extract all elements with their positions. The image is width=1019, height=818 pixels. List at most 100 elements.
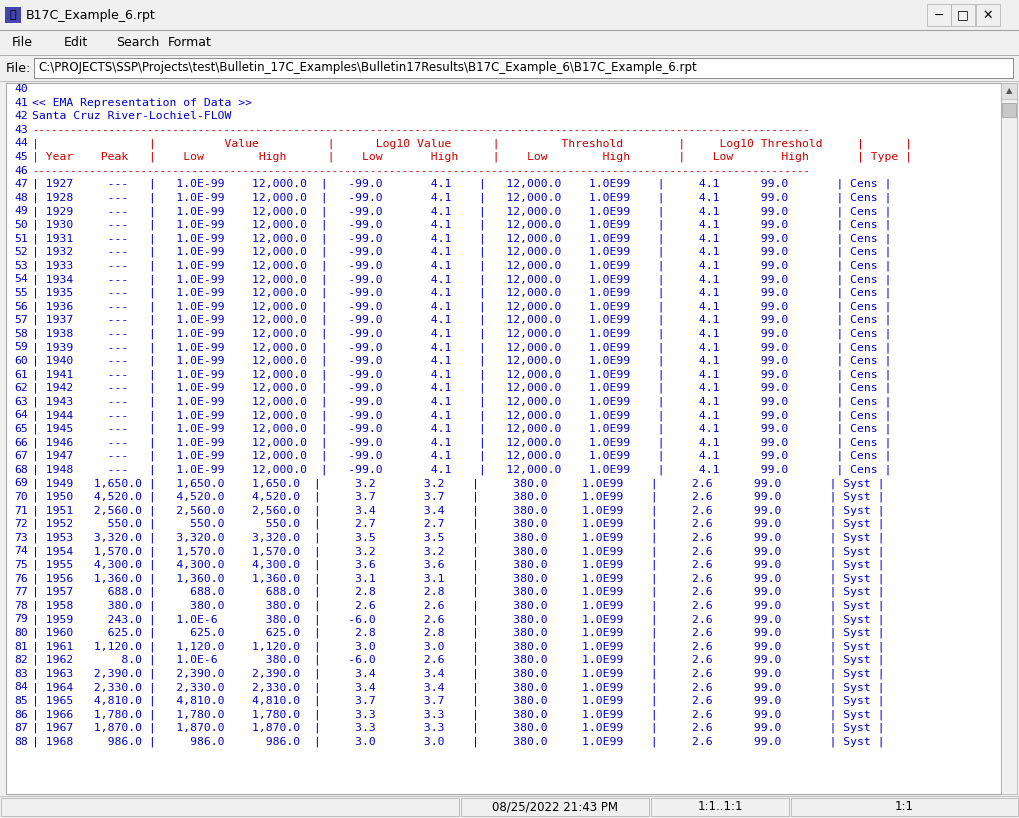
Text: | 1929     ---   |   1.0E-99    12,000.0  |   -99.0       4.1    |   12,000.0   : | 1929 --- | 1.0E-99 12,000.0 | -99.0 4.… xyxy=(32,206,892,217)
Text: 70: 70 xyxy=(14,492,28,502)
Text: File:: File: xyxy=(6,61,32,74)
Text: Format: Format xyxy=(168,36,212,49)
Text: 83: 83 xyxy=(14,669,28,679)
Text: Santa Cruz River-Lochiel-FLOW: Santa Cruz River-Lochiel-FLOW xyxy=(32,111,231,121)
Text: | 1936     ---   |   1.0E-99    12,000.0  |   -99.0       4.1    |   12,000.0   : | 1936 --- | 1.0E-99 12,000.0 | -99.0 4.… xyxy=(32,301,892,312)
Bar xyxy=(34,58,1013,78)
Text: 78: 78 xyxy=(14,600,28,611)
Text: | 1938     ---   |   1.0E-99    12,000.0  |   -99.0       4.1    |   12,000.0   : | 1938 --- | 1.0E-99 12,000.0 | -99.0 4.… xyxy=(32,329,892,339)
Text: | 1959     243.0 |   1.0E-6       380.0  |    -6.0       2.6    |     380.0     : | 1959 243.0 | 1.0E-6 380.0 | -6.0 2.6 |… xyxy=(32,614,884,625)
Text: | 1955   4,300.0 |   4,300.0    4,300.0  |     3.6       3.6    |     380.0     : | 1955 4,300.0 | 4,300.0 4,300.0 | 3.6 3… xyxy=(32,560,884,570)
Text: --------------------------------------------------------------------------------: ----------------------------------------… xyxy=(32,125,810,135)
Text: | 1943     ---   |   1.0E-99    12,000.0  |   -99.0       4.1    |   12,000.0   : | 1943 --- | 1.0E-99 12,000.0 | -99.0 4.… xyxy=(32,397,892,407)
Text: 61: 61 xyxy=(14,370,28,380)
Text: 60: 60 xyxy=(14,356,28,366)
Text: 73: 73 xyxy=(14,533,28,543)
Bar xyxy=(0,30,1019,55)
Text: | Year    Peak   |    Low        High      |    Low       High     |    Low     : | Year Peak | Low High | Low High | Low xyxy=(32,152,912,162)
Text: | 1931     ---   |   1.0E-99    12,000.0  |   -99.0       4.1    |   12,000.0   : | 1931 --- | 1.0E-99 12,000.0 | -99.0 4.… xyxy=(32,233,892,244)
Text: 48: 48 xyxy=(14,193,28,203)
Bar xyxy=(0,796,1019,818)
Text: | 1933     ---   |   1.0E-99    12,000.0  |   -99.0       4.1    |   12,000.0   : | 1933 --- | 1.0E-99 12,000.0 | -99.0 4.… xyxy=(32,261,892,271)
Text: | 1932     ---   |   1.0E-99    12,000.0  |   -99.0       4.1    |   12,000.0   : | 1932 --- | 1.0E-99 12,000.0 | -99.0 4.… xyxy=(32,247,892,258)
Text: | 1960     625.0 |     625.0      625.0  |     2.8       2.8    |     380.0     : | 1960 625.0 | 625.0 625.0 | 2.8 2.8 | 3… xyxy=(32,627,884,638)
Text: | 1927     ---   |   1.0E-99    12,000.0  |   -99.0       4.1    |   12,000.0   : | 1927 --- | 1.0E-99 12,000.0 | -99.0 4.… xyxy=(32,179,892,190)
Text: 58: 58 xyxy=(14,329,28,339)
Text: 46: 46 xyxy=(14,165,28,176)
Text: 41: 41 xyxy=(14,97,28,108)
Text: 1:1: 1:1 xyxy=(895,801,914,813)
Text: | 1965   4,810.0 |   4,810.0    4,810.0  |     3.7       3.7    |     380.0     : | 1965 4,810.0 | 4,810.0 4,810.0 | 3.7 3… xyxy=(32,696,884,706)
Text: | 1946     ---   |   1.0E-99    12,000.0  |   -99.0       4.1    |   12,000.0   : | 1946 --- | 1.0E-99 12,000.0 | -99.0 4.… xyxy=(32,438,892,447)
Bar xyxy=(1002,103,1016,117)
Text: | 1939     ---   |   1.0E-99    12,000.0  |   -99.0       4.1    |   12,000.0   : | 1939 --- | 1.0E-99 12,000.0 | -99.0 4.… xyxy=(32,342,892,353)
Bar xyxy=(1001,83,1017,794)
Text: 69: 69 xyxy=(14,479,28,488)
Text: 68: 68 xyxy=(14,465,28,474)
Text: | 1948     ---   |   1.0E-99    12,000.0  |   -99.0       4.1    |   12,000.0   : | 1948 --- | 1.0E-99 12,000.0 | -99.0 4.… xyxy=(32,465,892,475)
Text: --------------------------------------------------------------------------------: ----------------------------------------… xyxy=(32,165,810,176)
Text: 63: 63 xyxy=(14,397,28,407)
Text: 62: 62 xyxy=(14,383,28,393)
Text: 08/25/2022 21:43 PM: 08/25/2022 21:43 PM xyxy=(492,801,618,813)
Text: 80: 80 xyxy=(14,628,28,638)
Text: 45: 45 xyxy=(14,152,28,162)
Text: 49: 49 xyxy=(14,206,28,217)
Bar xyxy=(5,7,21,23)
Bar xyxy=(951,4,975,26)
Text: | 1937     ---   |   1.0E-99    12,000.0  |   -99.0       4.1    |   12,000.0   : | 1937 --- | 1.0E-99 12,000.0 | -99.0 4.… xyxy=(32,315,892,326)
Text: | 1947     ---   |   1.0E-99    12,000.0  |   -99.0       4.1    |   12,000.0   : | 1947 --- | 1.0E-99 12,000.0 | -99.0 4.… xyxy=(32,451,892,461)
Text: | 1928     ---   |   1.0E-99    12,000.0  |   -99.0       4.1    |   12,000.0   : | 1928 --- | 1.0E-99 12,000.0 | -99.0 4.… xyxy=(32,192,892,203)
Text: 51: 51 xyxy=(14,234,28,244)
Text: | 1962       8.0 |   1.0E-6       380.0  |    -6.0       2.6    |     380.0     : | 1962 8.0 | 1.0E-6 380.0 | -6.0 2.6 | 3… xyxy=(32,655,884,666)
Text: | 1961   1,120.0 |   1,120.0    1,120.0  |     3.0       3.0    |     380.0     : | 1961 1,120.0 | 1,120.0 1,120.0 | 3.0 3… xyxy=(32,641,884,652)
Text: 43: 43 xyxy=(14,125,28,135)
Text: | 1942     ---   |   1.0E-99    12,000.0  |   -99.0       4.1    |   12,000.0   : | 1942 --- | 1.0E-99 12,000.0 | -99.0 4.… xyxy=(32,383,892,393)
Text: | 1956   1,360.0 |   1,360.0    1,360.0  |     3.1       3.1    |     380.0     : | 1956 1,360.0 | 1,360.0 1,360.0 | 3.1 3… xyxy=(32,573,884,584)
Text: | 1941     ---   |   1.0E-99    12,000.0  |   -99.0       4.1    |   12,000.0   : | 1941 --- | 1.0E-99 12,000.0 | -99.0 4.… xyxy=(32,370,892,380)
Text: 71: 71 xyxy=(14,506,28,515)
Text: 74: 74 xyxy=(14,546,28,556)
Text: 84: 84 xyxy=(14,682,28,692)
Text: | 1957     688.0 |     688.0      688.0  |     2.8       2.8    |     380.0     : | 1957 688.0 | 688.0 688.0 | 2.8 2.8 | 3… xyxy=(32,587,884,597)
Bar xyxy=(1,798,459,816)
Text: ✕: ✕ xyxy=(982,8,994,21)
Text: | 1952     550.0 |     550.0      550.0  |     2.7       2.7    |     380.0     : | 1952 550.0 | 550.0 550.0 | 2.7 2.7 | 3… xyxy=(32,519,884,529)
Text: | 1935     ---   |   1.0E-99    12,000.0  |   -99.0       4.1    |   12,000.0   : | 1935 --- | 1.0E-99 12,000.0 | -99.0 4.… xyxy=(32,288,892,299)
Text: Edit: Edit xyxy=(64,36,89,49)
Text: | 1963   2,390.0 |   2,390.0    2,390.0  |     3.4       3.4    |     380.0     : | 1963 2,390.0 | 2,390.0 2,390.0 | 3.4 3… xyxy=(32,668,884,679)
Text: | 1930     ---   |   1.0E-99    12,000.0  |   -99.0       4.1    |   12,000.0   : | 1930 --- | 1.0E-99 12,000.0 | -99.0 4.… xyxy=(32,220,892,230)
Text: 75: 75 xyxy=(14,560,28,570)
Text: | 1967   1,870.0 |   1,870.0    1,870.0  |     3.3       3.3    |     380.0     : | 1967 1,870.0 | 1,870.0 1,870.0 | 3.3 3… xyxy=(32,723,884,734)
Text: | 1958     380.0 |     380.0      380.0  |     2.6       2.6    |     380.0     : | 1958 380.0 | 380.0 380.0 | 2.6 2.6 | 3… xyxy=(32,600,884,611)
Text: 52: 52 xyxy=(14,247,28,257)
Text: 42: 42 xyxy=(14,111,28,121)
Text: 1:1..1:1: 1:1..1:1 xyxy=(697,801,743,813)
Text: 65: 65 xyxy=(14,424,28,434)
Text: 55: 55 xyxy=(14,288,28,298)
Text: 57: 57 xyxy=(14,315,28,326)
Text: 77: 77 xyxy=(14,587,28,597)
Text: 85: 85 xyxy=(14,696,28,706)
Text: 53: 53 xyxy=(14,261,28,271)
Text: 86: 86 xyxy=(14,709,28,720)
Text: 88: 88 xyxy=(14,737,28,747)
Text: | 1951   2,560.0 |   2,560.0    2,560.0  |     3.4       3.4    |     380.0     : | 1951 2,560.0 | 2,560.0 2,560.0 | 3.4 3… xyxy=(32,506,884,516)
Bar xyxy=(1001,83,1017,99)
Text: | 1964   2,330.0 |   2,330.0    2,330.0  |     3.4       3.4    |     380.0     : | 1964 2,330.0 | 2,330.0 2,330.0 | 3.4 3… xyxy=(32,682,884,693)
Text: << EMA Representation of Data >>: << EMA Representation of Data >> xyxy=(32,97,252,108)
Text: 64: 64 xyxy=(14,411,28,420)
Text: −: − xyxy=(933,8,945,21)
Text: |                |          Value          |      Log10 Value      |         Thr: | | Value | Log10 Value | Thr xyxy=(32,138,912,149)
Text: 87: 87 xyxy=(14,723,28,733)
Text: | 1966   1,780.0 |   1,780.0    1,780.0  |     3.3       3.3    |     380.0     : | 1966 1,780.0 | 1,780.0 1,780.0 | 3.3 3… xyxy=(32,709,884,720)
Text: 59: 59 xyxy=(14,343,28,353)
Bar xyxy=(927,4,951,26)
Bar xyxy=(651,798,789,816)
Text: 50: 50 xyxy=(14,220,28,230)
Text: 47: 47 xyxy=(14,179,28,189)
Text: C:\PROJECTS\SSP\Projects\test\Bulletin_17C_Examples\Bulletin17Results\B17C_Examp: C:\PROJECTS\SSP\Projects\test\Bulletin_1… xyxy=(38,61,697,74)
Text: 66: 66 xyxy=(14,438,28,447)
Text: | 1934     ---   |   1.0E-99    12,000.0  |   -99.0       4.1    |   12,000.0   : | 1934 --- | 1.0E-99 12,000.0 | -99.0 4.… xyxy=(32,274,892,285)
Text: 76: 76 xyxy=(14,573,28,583)
